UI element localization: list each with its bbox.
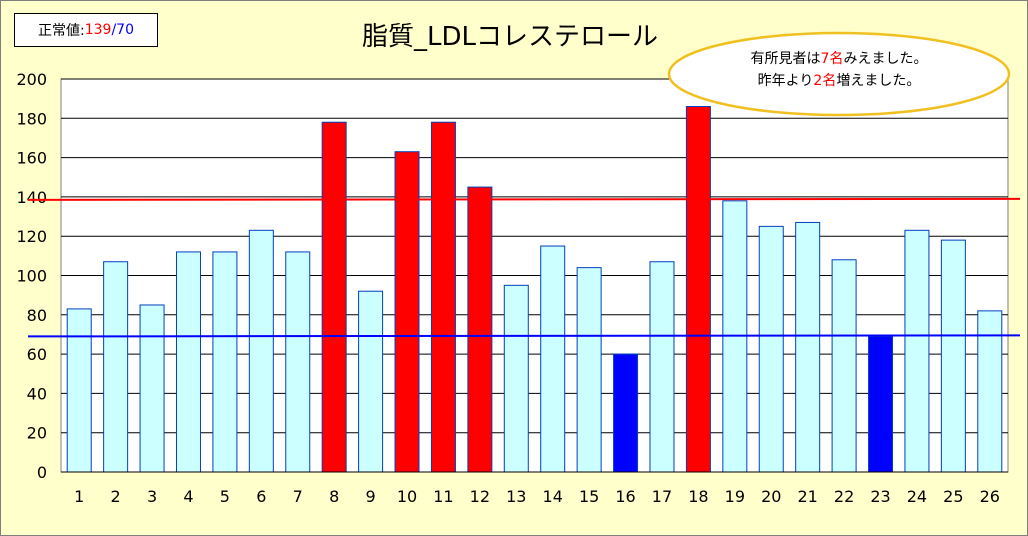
legend-lower-value: 70: [116, 22, 134, 38]
bar: [285, 251, 311, 473]
x-tick-label: 9: [366, 487, 376, 506]
note-line-2: 昨年より2名増えました。: [757, 73, 921, 89]
bar: [467, 186, 493, 473]
bar: [430, 121, 456, 473]
x-tick-label: 2: [111, 487, 121, 506]
bar: [685, 106, 711, 473]
bar: [576, 267, 602, 473]
x-tick-label: 7: [293, 487, 303, 506]
bar: [613, 353, 639, 473]
bar: [248, 229, 274, 473]
x-tick-label: 6: [256, 487, 266, 506]
x-tick-label: 16: [615, 487, 635, 506]
bar: [321, 121, 347, 473]
y-tick-label: 20: [27, 424, 47, 443]
lower-limit-line: [27, 334, 1021, 338]
bar: [940, 239, 966, 473]
bar: [503, 284, 529, 473]
y-tick-label: 140: [16, 188, 47, 207]
y-tick-label: 40: [27, 384, 47, 403]
bar: [394, 151, 420, 473]
bar: [358, 290, 384, 473]
note-bubble: [667, 31, 1011, 117]
normal-range-legend: 正常値: 139/70: [14, 13, 158, 47]
y-tick-label: 100: [16, 267, 47, 286]
x-tick-label: 8: [329, 487, 339, 506]
legend-upper-value: 139: [84, 22, 112, 38]
x-tick-label: 5: [220, 487, 230, 506]
note-line-1: 有所見者は7名みえました。: [750, 51, 928, 67]
x-tick-label: 12: [470, 487, 490, 506]
y-tick-label: 60: [27, 345, 47, 364]
note-count-2: 2名: [813, 73, 837, 89]
x-tick-label: 15: [579, 487, 599, 506]
x-tick-label: 14: [543, 487, 563, 506]
x-tick-label: 17: [652, 487, 672, 506]
bar: [795, 221, 821, 473]
legend-label: 正常値:: [38, 23, 85, 39]
bar: [758, 225, 784, 473]
bar: [904, 229, 930, 473]
bar: [649, 261, 675, 473]
bar: [66, 308, 92, 473]
bar: [103, 261, 129, 473]
note-text: 有所見者は7名みえました。 昨年より2名増えました。: [666, 48, 1012, 92]
x-tick-label: 21: [797, 487, 817, 506]
x-tick-label: 24: [907, 487, 927, 506]
chart-title: 脂質_LDLコレステロール: [362, 22, 658, 52]
y-tick-label: 80: [27, 306, 47, 325]
x-tick-label: 1: [74, 487, 84, 506]
upper-limit-line: [27, 197, 1021, 201]
x-tick-label: 4: [183, 487, 193, 506]
y-tick-label: 180: [16, 109, 47, 128]
bar: [868, 335, 894, 473]
note-count-1: 7名: [820, 51, 844, 67]
x-tick-label: 23: [870, 487, 890, 506]
y-tick-label: 120: [16, 227, 47, 246]
bar: [540, 245, 566, 473]
x-tick-label: 11: [433, 487, 453, 506]
x-tick-label: 20: [761, 487, 781, 506]
x-tick-label: 19: [725, 487, 745, 506]
x-tick-label: 26: [980, 487, 1000, 506]
y-tick-label: 0: [37, 463, 47, 482]
x-tick-label: 22: [834, 487, 854, 506]
y-tick-label: 200: [16, 70, 47, 89]
x-tick-label: 10: [397, 487, 417, 506]
x-tick-label: 13: [506, 487, 526, 506]
bar: [831, 259, 857, 473]
x-tick-label: 18: [688, 487, 708, 506]
y-tick-label: 160: [16, 149, 47, 168]
legend-separator: /: [111, 22, 117, 38]
bar: [175, 251, 201, 473]
x-tick-label: 3: [147, 487, 157, 506]
bar: [139, 304, 165, 473]
bar: [212, 251, 238, 473]
x-tick-label: 25: [943, 487, 963, 506]
